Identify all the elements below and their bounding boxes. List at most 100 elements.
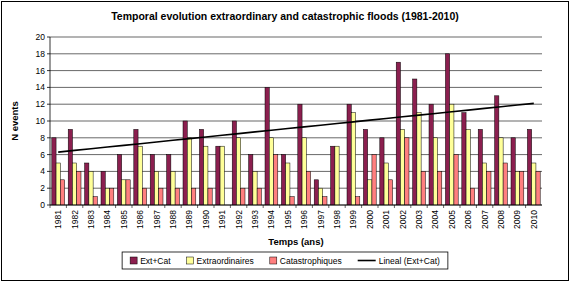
y-tick — [47, 137, 50, 138]
bar — [527, 129, 531, 205]
bar — [298, 104, 302, 205]
bar — [438, 171, 442, 205]
bar — [171, 171, 175, 205]
y-tick — [47, 37, 50, 38]
grid-line — [50, 121, 542, 122]
bar — [93, 197, 97, 205]
bar — [532, 163, 536, 205]
legend-symbol — [187, 257, 194, 264]
y-tick — [47, 154, 50, 155]
grid-line — [50, 104, 542, 105]
bar — [372, 155, 376, 205]
bar — [126, 180, 130, 205]
x-tick — [148, 205, 149, 208]
bar — [314, 180, 318, 205]
bar — [466, 129, 470, 205]
x-tick-label: 1996 — [299, 210, 309, 229]
x-tick — [66, 205, 67, 208]
bar — [306, 171, 310, 205]
bar — [290, 197, 294, 205]
x-tick — [312, 205, 313, 208]
bar — [274, 155, 278, 205]
y-axis-label: N events — [9, 101, 20, 141]
bar — [388, 180, 392, 205]
bar — [351, 113, 355, 205]
x-tick-label: 2004 — [430, 210, 440, 229]
y-tick-label: 4 — [40, 166, 45, 176]
y-tick — [47, 121, 50, 122]
x-tick-label: 2005 — [447, 210, 457, 229]
grid-line — [50, 70, 542, 71]
bar — [511, 138, 515, 205]
x-tick-label: 1991 — [217, 210, 227, 229]
bar — [499, 138, 503, 205]
bar — [208, 188, 212, 205]
bar — [60, 180, 64, 205]
bar — [318, 188, 322, 205]
x-tick — [181, 205, 182, 208]
y-axis — [50, 37, 51, 205]
x-tick — [427, 205, 428, 208]
bar — [433, 138, 437, 205]
y-tick-label: 2 — [40, 183, 45, 193]
y-tick — [47, 87, 50, 88]
legend-label: Ext+Cat — [140, 256, 171, 266]
x-tick — [410, 205, 411, 208]
y-tick-label: 0 — [40, 200, 45, 210]
grid-line — [50, 37, 542, 38]
x-tick — [246, 205, 247, 208]
bar — [515, 171, 519, 205]
x-tick-label: 2000 — [365, 210, 375, 229]
legend-symbol — [130, 257, 137, 264]
y-tick-label: 8 — [40, 133, 45, 143]
bar — [331, 146, 335, 205]
x-tick-label: 1984 — [102, 210, 112, 229]
x-tick — [476, 205, 477, 208]
x-tick-label: 1993 — [250, 210, 260, 229]
grid-line — [50, 87, 542, 88]
bar — [536, 171, 540, 205]
bar — [363, 129, 367, 205]
marks — [52, 54, 540, 205]
x-tick-label: 1981 — [53, 210, 63, 229]
bar — [117, 155, 121, 205]
bar — [478, 129, 482, 205]
x-tick — [82, 205, 83, 208]
bar — [396, 62, 400, 205]
x-tick-label: 2007 — [480, 210, 490, 229]
bar — [85, 163, 89, 205]
y-tick-label: 16 — [36, 66, 46, 76]
x-tick-label: 2009 — [512, 210, 522, 229]
bar — [105, 188, 109, 205]
grid-line — [50, 53, 542, 54]
x-tick — [460, 205, 461, 208]
bar — [154, 171, 158, 205]
x-tick-label: 2010 — [529, 210, 539, 229]
x-tick — [230, 205, 231, 208]
bar — [413, 79, 417, 205]
bar — [384, 163, 388, 205]
legend-item: Catastrophiques — [270, 256, 342, 266]
bar — [302, 138, 306, 205]
bar — [52, 138, 56, 205]
y-tick — [47, 104, 50, 105]
bar — [265, 87, 269, 205]
bar — [110, 188, 114, 205]
y-tick-label: 12 — [36, 99, 46, 109]
bar — [138, 146, 142, 205]
legend-item: Lineal (Ext+Cat) — [358, 256, 440, 266]
x-tick-label: 2001 — [381, 210, 391, 229]
x-tick-label: 1998 — [332, 210, 342, 229]
bar — [175, 188, 179, 205]
legend-item: Extraordinaires — [187, 256, 254, 266]
bar — [183, 121, 187, 205]
bar — [380, 138, 384, 205]
bar — [257, 188, 261, 205]
plot-area — [50, 37, 542, 205]
bar — [269, 138, 273, 205]
trend-line — [58, 103, 534, 152]
bar — [503, 163, 507, 205]
bar — [159, 188, 163, 205]
bar — [400, 129, 404, 205]
x-tick — [115, 205, 116, 208]
